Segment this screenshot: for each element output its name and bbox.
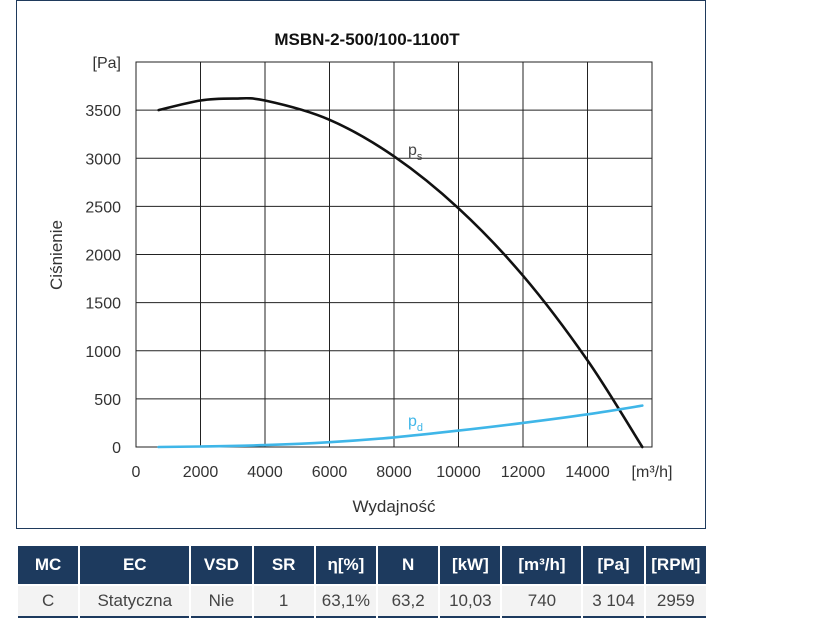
x-tick-label: 0 (132, 464, 141, 481)
x-tick-label: 2000 (183, 464, 219, 481)
table-header-row: MC EC VSD SR η[%] N [kW] [m³/h] [Pa] [RP… (18, 546, 706, 584)
header-ec: EC (80, 546, 190, 584)
header-vsd: VSD (191, 546, 252, 584)
chart-title: MSBN-2-500/100-1100T (274, 30, 460, 49)
header-mc: MC (18, 546, 79, 584)
y-tick-label: 3500 (85, 103, 121, 120)
y-unit-label: [Pa] (93, 55, 121, 72)
y-tick-label: 2000 (85, 248, 121, 265)
cell-flow: 740 (502, 584, 582, 618)
x-tick-label: 8000 (376, 464, 412, 481)
cell-rpm: 2959 (645, 584, 706, 618)
x-tick-label: 10000 (436, 464, 481, 481)
series-label-pd: pd (408, 413, 423, 434)
table-row: C Statyczna Nie 1 63,1% 63,2 10,03 740 3… (18, 584, 706, 618)
header-kw: [kW] (440, 546, 501, 584)
performance-chart: MSBN-2-500/100-1100T 0 2000 4000 6000 8000 100… (47, 30, 673, 516)
x-unit-label: [m³/h] (632, 464, 673, 481)
cell-vsd: Nie (191, 584, 252, 618)
x-tick-label: 12000 (501, 464, 546, 481)
y-tick-label: 0 (112, 440, 121, 457)
header-n: N (378, 546, 439, 584)
cell-efficiency: 63,1% (315, 584, 376, 618)
cell-ec: Statyczna (80, 584, 190, 618)
series-line-ps (157, 96, 644, 449)
x-tick-label: 6000 (312, 464, 348, 481)
cell-pa: 3 104 (583, 584, 644, 618)
cell-kw: 10,03 (440, 584, 501, 618)
header-rpm: [RPM] (645, 546, 706, 584)
header-pa: [Pa] (583, 546, 644, 584)
y-tick-label: 500 (94, 392, 121, 409)
y-tick-label: 3000 (85, 151, 121, 168)
header-efficiency: η[%] (315, 546, 376, 584)
spec-table: MC EC VSD SR η[%] N [kW] [m³/h] [Pa] [RP… (16, 546, 708, 618)
y-tick-label: 1000 (85, 344, 121, 361)
x-axis-label: Wydajność (353, 497, 436, 516)
y-axis-label: Ciśnienie (47, 220, 66, 290)
series-line-pd (157, 404, 644, 449)
y-tick-label: 2500 (85, 199, 121, 216)
series-label-ps: ps (408, 142, 423, 163)
y-tick-label: 1500 (85, 296, 121, 313)
cell-mc: C (18, 584, 79, 618)
cell-n: 63,2 (378, 584, 439, 618)
header-flow: [m³/h] (502, 546, 582, 584)
x-tick-label: 4000 (247, 464, 283, 481)
x-tick-label: 14000 (565, 464, 610, 481)
header-sr: SR (253, 546, 314, 584)
cell-sr: 1 (253, 584, 314, 618)
